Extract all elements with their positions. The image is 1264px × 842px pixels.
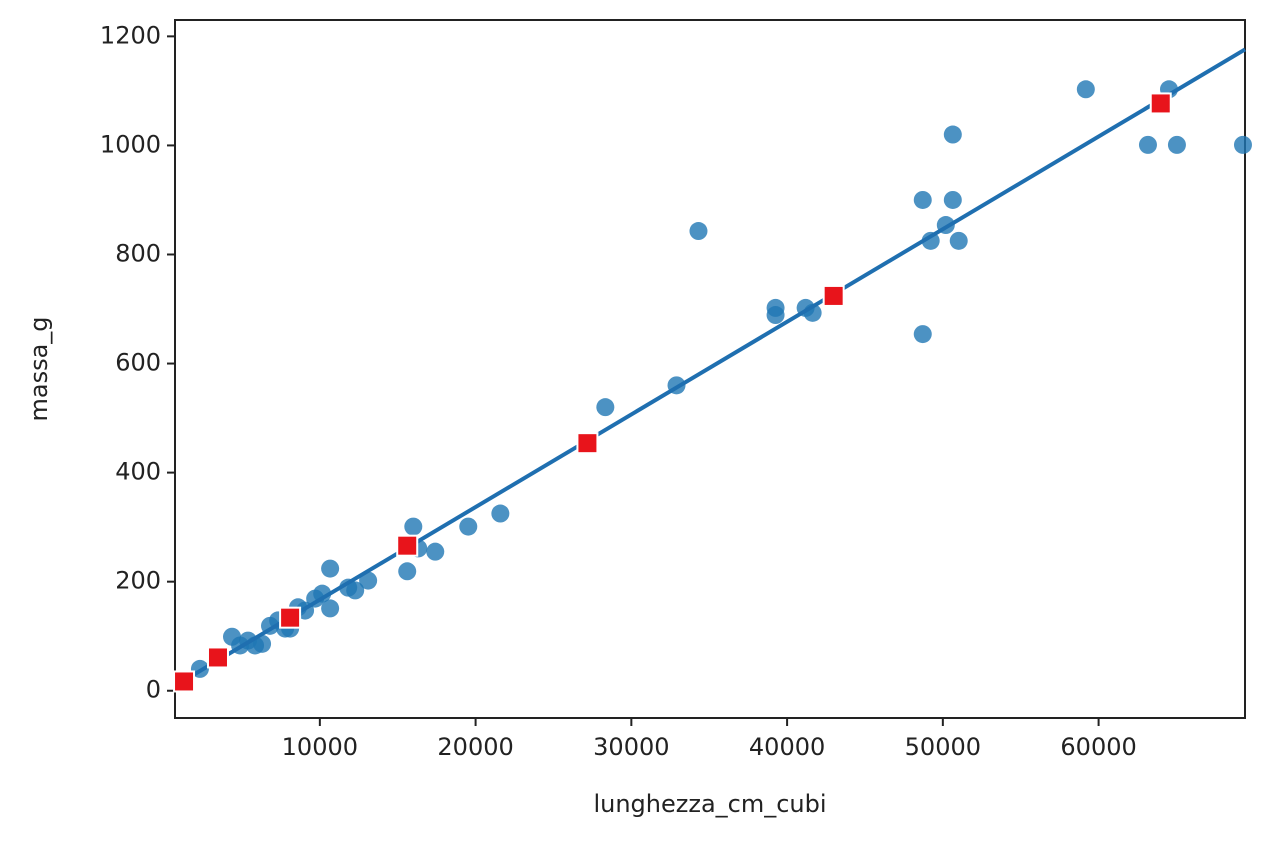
y-tick-label: 1200 [100,21,161,49]
x-tick-label: 30000 [593,733,669,761]
point [359,571,378,590]
y-tick-label: 800 [115,239,161,267]
point [346,581,365,600]
point [1076,80,1095,99]
x-tick-label: 20000 [437,733,513,761]
point [943,125,962,144]
point [491,504,510,523]
y-tick-label: 200 [115,567,161,595]
y-tick-label: 1000 [100,130,161,158]
point [426,542,445,561]
point [913,190,932,209]
point [943,190,962,209]
y-tick-label: 400 [115,458,161,486]
point [596,398,615,417]
x-axis-label: lunghezza_cm_cubi [593,790,826,818]
x-tick-label: 40000 [749,733,825,761]
point [253,634,272,653]
point [689,222,708,241]
point [1167,135,1186,154]
point [921,231,940,250]
x-tick-label: 60000 [1060,733,1136,761]
y-tick-label: 600 [115,349,161,377]
point [459,517,478,536]
plot-frame [174,19,1246,719]
point [766,306,785,325]
square-point [1149,92,1172,115]
y-axis-label: massa_g [25,316,53,421]
point [949,231,968,250]
point [321,599,340,618]
point [404,517,423,536]
point [1138,135,1157,154]
square-point [279,606,302,629]
square-point [206,646,229,669]
square-point [576,432,599,455]
square-point [822,284,845,307]
square-point [173,670,196,693]
regression-line [173,47,1247,688]
point [913,325,932,344]
y-tick-label: 0 [146,676,161,704]
point [313,584,332,603]
x-tick-label: 50000 [905,733,981,761]
point [321,559,340,578]
square-point [396,534,419,557]
point [398,562,417,581]
point [1233,135,1252,154]
x-tick-label: 10000 [282,733,358,761]
